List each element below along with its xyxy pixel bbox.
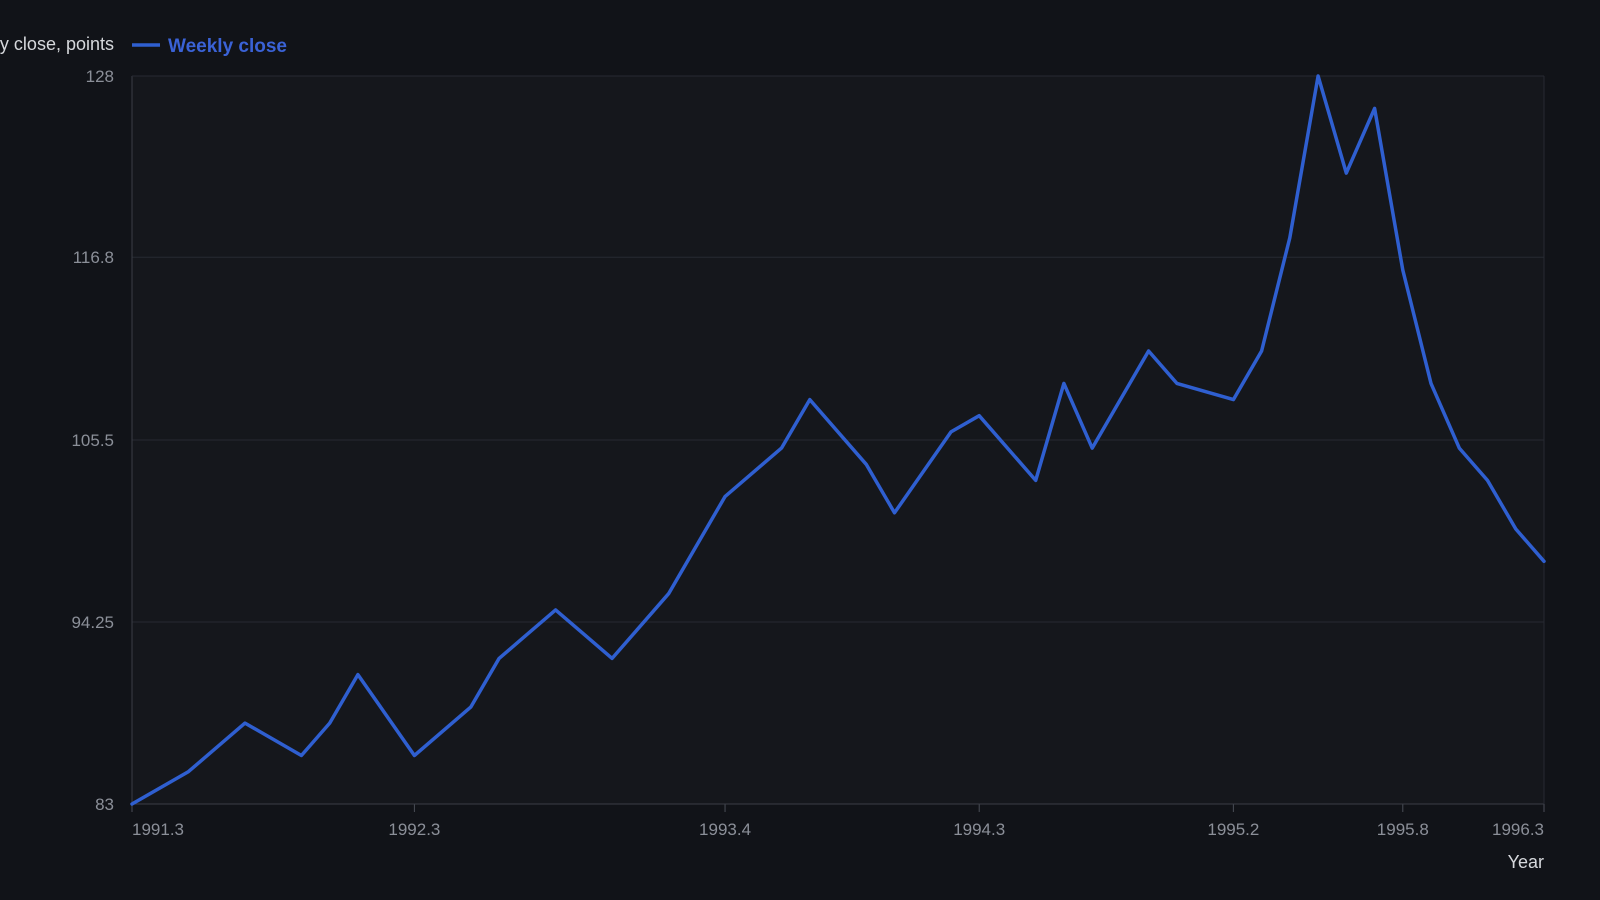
x-tick-label: 1991.3 [132,820,184,839]
x-tick-label: 1993.4 [699,820,751,839]
series-line-weekly-close [130,74,1546,806]
tick-labels: 128 116.8 105.5 94.25 83 1991.3 1992.3 1993.4 19… [71,67,1544,839]
x-tick-label: 1992.3 [388,820,440,839]
y-axis-title: Weekly close, points [0,34,114,54]
x-axis-title: Year [1508,852,1544,872]
y-tick-label: 83 [95,795,114,814]
x-tick-label: 1996.3 [1492,820,1544,839]
x-tick-label: 1995.8 [1377,820,1429,839]
y-tick-label: 116.8 [73,248,114,267]
y-tick-label: 105.5 [71,431,114,450]
x-tick-label: 1995.2 [1207,820,1259,839]
axes [131,75,1545,812]
x-tick-label: 1994.3 [953,820,1005,839]
legend-label-weekly-close: Weekly close [168,36,287,57]
y-tick-label: 94.25 [71,613,114,632]
y-tick-label: 128 [86,67,114,86]
